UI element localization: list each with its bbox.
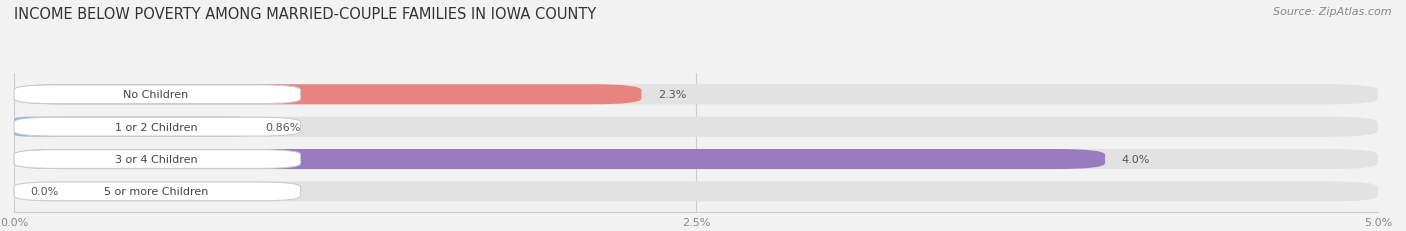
FancyBboxPatch shape [14,149,1378,169]
FancyBboxPatch shape [14,150,301,169]
Text: 3 or 4 Children: 3 or 4 Children [114,154,197,164]
Text: 0.86%: 0.86% [264,122,301,132]
Text: 1 or 2 Children: 1 or 2 Children [114,122,197,132]
Text: 4.0%: 4.0% [1122,154,1150,164]
Text: 0.0%: 0.0% [31,187,59,197]
FancyBboxPatch shape [14,117,249,137]
FancyBboxPatch shape [14,85,641,105]
FancyBboxPatch shape [14,149,1105,169]
FancyBboxPatch shape [14,182,1378,202]
FancyBboxPatch shape [14,85,301,104]
Text: INCOME BELOW POVERTY AMONG MARRIED-COUPLE FAMILIES IN IOWA COUNTY: INCOME BELOW POVERTY AMONG MARRIED-COUPL… [14,7,596,22]
FancyBboxPatch shape [14,117,1378,137]
Text: 2.3%: 2.3% [658,90,686,100]
FancyBboxPatch shape [14,85,1378,105]
FancyBboxPatch shape [14,118,301,137]
Text: Source: ZipAtlas.com: Source: ZipAtlas.com [1274,7,1392,17]
Text: 5 or more Children: 5 or more Children [104,187,208,197]
FancyBboxPatch shape [14,182,301,201]
Text: No Children: No Children [124,90,188,100]
